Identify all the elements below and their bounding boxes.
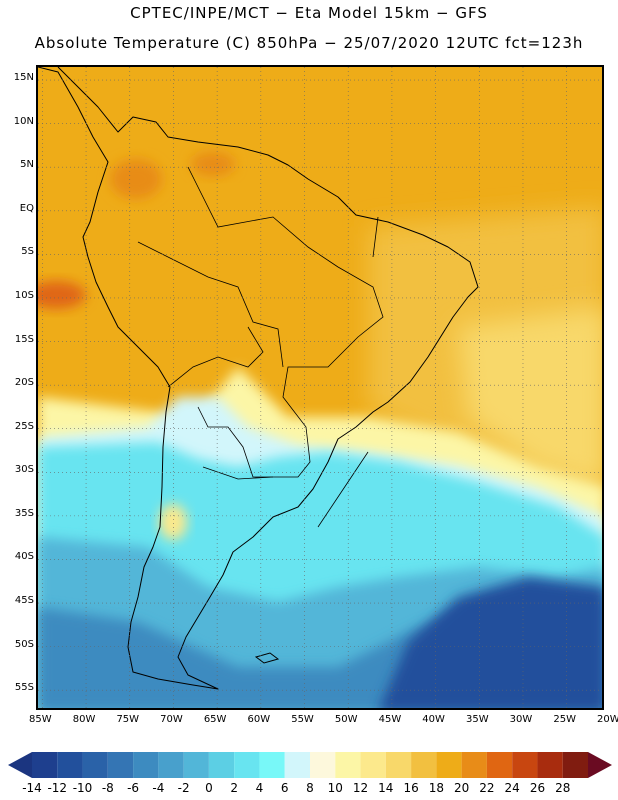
colorbar-boxes (32, 752, 588, 778)
colorbar-swatch (385, 752, 412, 778)
lat-label: 15S (14, 333, 34, 345)
colorbar-swatch (411, 752, 437, 778)
colorbar-swatch (107, 752, 134, 778)
colorbar-swatch (512, 752, 538, 778)
colorbar-label: -12 (47, 781, 68, 795)
lat-label: 40S (14, 551, 34, 563)
lat-label: 50S (14, 638, 34, 650)
lon-label: 50W (334, 714, 358, 725)
colorbar-label: 28 (555, 781, 571, 795)
lon-label: 25W (553, 714, 576, 725)
colorbar-label: 6 (280, 781, 289, 795)
colorbar-swatch (284, 752, 310, 778)
lat-label: 10S (14, 289, 34, 301)
lon-label: 55W (291, 714, 314, 725)
colorbar-label: 10 (327, 781, 343, 795)
colorbar-swatch (360, 752, 386, 778)
colorbar (8, 752, 612, 778)
colorbar-label: 8 (306, 781, 314, 795)
lat-label: 25S (14, 420, 34, 432)
field-venezuela-hot (191, 152, 235, 176)
field-argentina-warm (159, 504, 187, 540)
colorbar-swatch (158, 752, 184, 778)
colorbar-swatch (461, 752, 487, 778)
colorbar-swatch (486, 752, 513, 778)
lat-label: 5N (20, 159, 34, 171)
lat-label: 55S (14, 682, 34, 694)
colorbar-swatch (57, 752, 83, 778)
lon-label: 30W (509, 714, 533, 725)
colorbar-swatch (259, 752, 285, 778)
map-frame (36, 65, 604, 710)
lat-label: 30S (14, 464, 34, 476)
lon-label: 20W (597, 714, 618, 725)
colorbar-swatch (208, 752, 235, 778)
colorbar-label: 2 (230, 781, 238, 795)
colorbar-label: 12 (352, 781, 369, 795)
colorbar-label: -10 (72, 781, 93, 795)
falkland-islands (254, 652, 280, 664)
colorbar-swatch (562, 752, 588, 778)
lon-label: 45W (378, 714, 402, 725)
temperature-map (38, 67, 602, 708)
colorbar-label: 14 (378, 781, 394, 795)
colorbar-label: 16 (403, 781, 419, 795)
lat-label: 35S (14, 507, 34, 519)
colorbar-swatch (537, 752, 563, 778)
colorbar-label: 24 (504, 781, 520, 795)
field-atlantic-14 (458, 307, 602, 486)
colorbar-label: 26 (529, 781, 546, 795)
lon-label: 85W (29, 714, 52, 725)
colorbar-swatch (335, 752, 361, 778)
field-pacific-hot (38, 281, 86, 309)
colorbar-swatch (133, 752, 159, 778)
colorbar-label: -2 (177, 781, 190, 795)
colorbar-label: 22 (479, 781, 495, 795)
colorbar-label: -8 (101, 781, 114, 795)
lon-label: 60W (247, 714, 271, 725)
lon-label: 70W (160, 714, 183, 725)
country-borders (137, 166, 384, 528)
graticule (38, 67, 602, 708)
colorbar-label: 18 (428, 781, 444, 795)
south-america-outline (38, 67, 479, 690)
field-cold-minus12 (379, 577, 602, 708)
lon-label: 75W (116, 714, 140, 725)
colorbar-under-arrow (8, 752, 32, 778)
lon-label: 35W (465, 714, 489, 725)
map-title: CPTEC/INPE/MCT − Eta Model 15km − GFS (130, 4, 488, 22)
colorbar-label: -14 (22, 781, 42, 795)
lat-label: 45S (14, 595, 34, 607)
lat-label: EQ (19, 202, 34, 214)
colorbar-label: 20 (453, 781, 470, 795)
colorbar-swatch (310, 752, 336, 778)
field-andes-north-hot (110, 159, 162, 199)
colorbar-swatch (82, 752, 108, 778)
colorbar-swatch (234, 752, 260, 778)
lon-label: 80W (72, 714, 96, 725)
colorbar-label: 0 (205, 781, 213, 795)
colorbar-label: -6 (127, 781, 140, 795)
colorbar-label: 4 (255, 781, 264, 795)
lon-label: 65W (203, 714, 227, 725)
lat-label: 10N (13, 115, 34, 127)
lat-label: 20S (14, 377, 34, 389)
colorbar-swatch (183, 752, 209, 778)
map-subtitle: Absolute Temperature (C) 850hPa − 25/07/… (34, 34, 584, 52)
colorbar-label: -4 (152, 781, 165, 795)
lat-label: 15N (13, 72, 34, 84)
colorbar-swatch (32, 752, 58, 778)
lon-label: 40W (422, 714, 445, 725)
colorbar-over-arrow (588, 752, 612, 778)
colorbar-swatch (436, 752, 462, 778)
lat-label: 5S (21, 246, 34, 258)
